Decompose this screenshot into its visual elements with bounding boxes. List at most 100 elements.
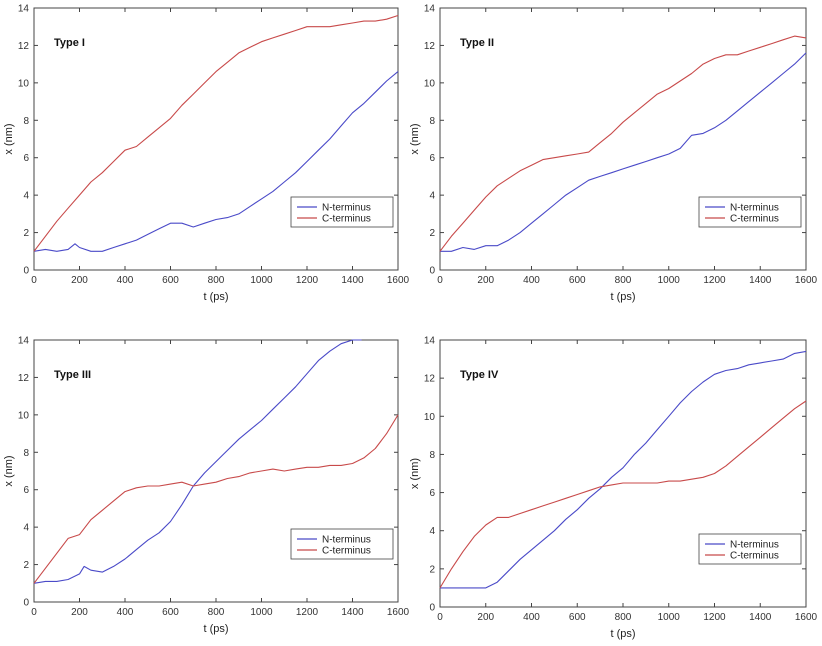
x-tick-label: 1200 bbox=[296, 275, 319, 286]
y-tick-label: 8 bbox=[429, 116, 435, 127]
series-line-n-terminus bbox=[33, 71, 399, 252]
y-tick-label: 4 bbox=[429, 191, 435, 202]
series-line-c-terminus bbox=[33, 414, 399, 584]
series-line-n-terminus bbox=[440, 350, 807, 589]
x-tick-label: 0 bbox=[437, 275, 443, 286]
y-tick-label: 0 bbox=[429, 603, 435, 614]
legend-box bbox=[290, 196, 394, 228]
plot-frame bbox=[439, 7, 807, 271]
y-tick-label: 6 bbox=[429, 153, 435, 164]
series-line-c-terminus bbox=[439, 400, 807, 589]
y-tick-label: 6 bbox=[23, 153, 29, 164]
x-tick-label: 200 bbox=[71, 275, 88, 286]
x-tick-label: 400 bbox=[117, 607, 134, 618]
y-tick-label: 10 bbox=[18, 410, 30, 421]
y-tick-label: 6 bbox=[23, 485, 29, 496]
x-axis-label: t (ps) bbox=[610, 628, 635, 640]
x-axis-label: t (ps) bbox=[203, 291, 228, 303]
y-tick-label: 14 bbox=[424, 336, 436, 347]
x-tick-label: 1000 bbox=[250, 607, 273, 618]
y-tick-label: 4 bbox=[23, 523, 29, 534]
y-tick-label: 6 bbox=[429, 488, 435, 499]
y-tick-label: 8 bbox=[23, 448, 29, 459]
x-tick-label: 1600 bbox=[795, 612, 818, 623]
x-tick-label: 200 bbox=[477, 275, 494, 286]
x-tick-label: 1200 bbox=[703, 612, 726, 623]
y-tick-label: 10 bbox=[18, 78, 30, 89]
series-line-n-terminus bbox=[440, 52, 807, 252]
y-tick-label: 4 bbox=[23, 191, 29, 202]
x-tick-label: 0 bbox=[437, 612, 443, 623]
x-tick-label: 0 bbox=[31, 607, 37, 618]
panel-title: Type II bbox=[460, 37, 494, 49]
x-axis-label: t (ps) bbox=[610, 291, 635, 303]
y-tick-label: 0 bbox=[23, 266, 29, 277]
y-tick-label: 8 bbox=[23, 116, 29, 127]
y-tick-label: 2 bbox=[23, 560, 29, 571]
x-tick-label: 1000 bbox=[658, 612, 681, 623]
x-tick-label: 1000 bbox=[658, 275, 681, 286]
plot-frame bbox=[33, 7, 399, 271]
y-tick-label: 4 bbox=[429, 526, 435, 537]
x-tick-label: 800 bbox=[615, 612, 632, 623]
y-tick-label: 10 bbox=[424, 412, 436, 423]
y-axis-label: x (nm) bbox=[3, 123, 15, 154]
y-tick-label: 2 bbox=[429, 564, 435, 575]
x-tick-label: 600 bbox=[162, 607, 179, 618]
x-tick-label: 1400 bbox=[341, 607, 364, 618]
y-tick-label: 10 bbox=[424, 78, 436, 89]
x-tick-label: 800 bbox=[615, 275, 632, 286]
legend-box bbox=[698, 196, 802, 228]
x-tick-label: 200 bbox=[71, 607, 88, 618]
legend-label: N-terminus bbox=[322, 535, 371, 546]
y-tick-label: 0 bbox=[429, 266, 435, 277]
x-tick-label: 1000 bbox=[250, 275, 273, 286]
chart-panel-3: 0 200 400 600 800 1000 1200 1400 1600 0 2 4 6 8 10 12 14… bbox=[3, 336, 410, 636]
x-tick-label: 400 bbox=[523, 612, 540, 623]
x-tick-label: 200 bbox=[477, 612, 494, 623]
y-tick-label: 2 bbox=[23, 228, 29, 239]
legend-box bbox=[290, 528, 394, 560]
legend-label: C-terminus bbox=[322, 546, 371, 557]
y-axis-label: x (nm) bbox=[409, 123, 421, 154]
panel-title: Type III bbox=[54, 369, 91, 381]
chart-panel-1: 0 200 400 600 800 1000 1200 1400 1600 0 2 4 6 8 10 12 14… bbox=[3, 4, 410, 304]
y-tick-label: 14 bbox=[18, 4, 30, 15]
y-tick-label: 12 bbox=[18, 373, 30, 384]
panel-title: Type I bbox=[54, 37, 85, 49]
legend-label: C-terminus bbox=[730, 551, 779, 562]
y-tick-label: 12 bbox=[18, 41, 30, 52]
x-tick-label: 800 bbox=[208, 275, 225, 286]
x-tick-label: 800 bbox=[208, 607, 225, 618]
x-tick-label: 1200 bbox=[296, 607, 319, 618]
x-tick-label: 600 bbox=[569, 612, 586, 623]
x-tick-label: 400 bbox=[117, 275, 134, 286]
x-tick-label: 0 bbox=[31, 275, 37, 286]
y-tick-label: 14 bbox=[424, 4, 436, 15]
legend-label: C-terminus bbox=[730, 214, 779, 225]
y-tick-label: 14 bbox=[18, 336, 30, 347]
x-tick-label: 600 bbox=[569, 275, 586, 286]
x-tick-label: 1400 bbox=[341, 275, 364, 286]
y-axis-label: x (nm) bbox=[3, 455, 15, 486]
chart-panel-4: 0 200 400 600 800 1000 1200 1400 1600 0 2 4 6 8 10 12 14… bbox=[409, 336, 818, 641]
y-tick-label: 2 bbox=[429, 228, 435, 239]
x-tick-label: 1600 bbox=[795, 275, 818, 286]
x-tick-label: 400 bbox=[523, 275, 540, 286]
legend-label: N-terminus bbox=[730, 540, 779, 551]
legend-label: N-terminus bbox=[730, 203, 779, 214]
x-tick-label: 1400 bbox=[749, 275, 772, 286]
series-line-c-terminus bbox=[439, 35, 807, 252]
legend-box bbox=[698, 533, 802, 565]
legend-label: C-terminus bbox=[322, 214, 371, 225]
x-tick-label: 1200 bbox=[703, 275, 726, 286]
x-tick-label: 1600 bbox=[387, 607, 410, 618]
chart-panel-2: 0 200 400 600 800 1000 1200 1400 1600 0 2 4 6 8 10 12 14… bbox=[409, 4, 818, 304]
panel-title: Type IV bbox=[460, 369, 499, 381]
y-tick-label: 0 bbox=[23, 598, 29, 609]
series-line-c-terminus bbox=[33, 14, 399, 252]
y-axis-label: x (nm) bbox=[409, 458, 421, 489]
x-tick-label: 600 bbox=[162, 275, 179, 286]
x-axis-label: t (ps) bbox=[203, 623, 228, 635]
